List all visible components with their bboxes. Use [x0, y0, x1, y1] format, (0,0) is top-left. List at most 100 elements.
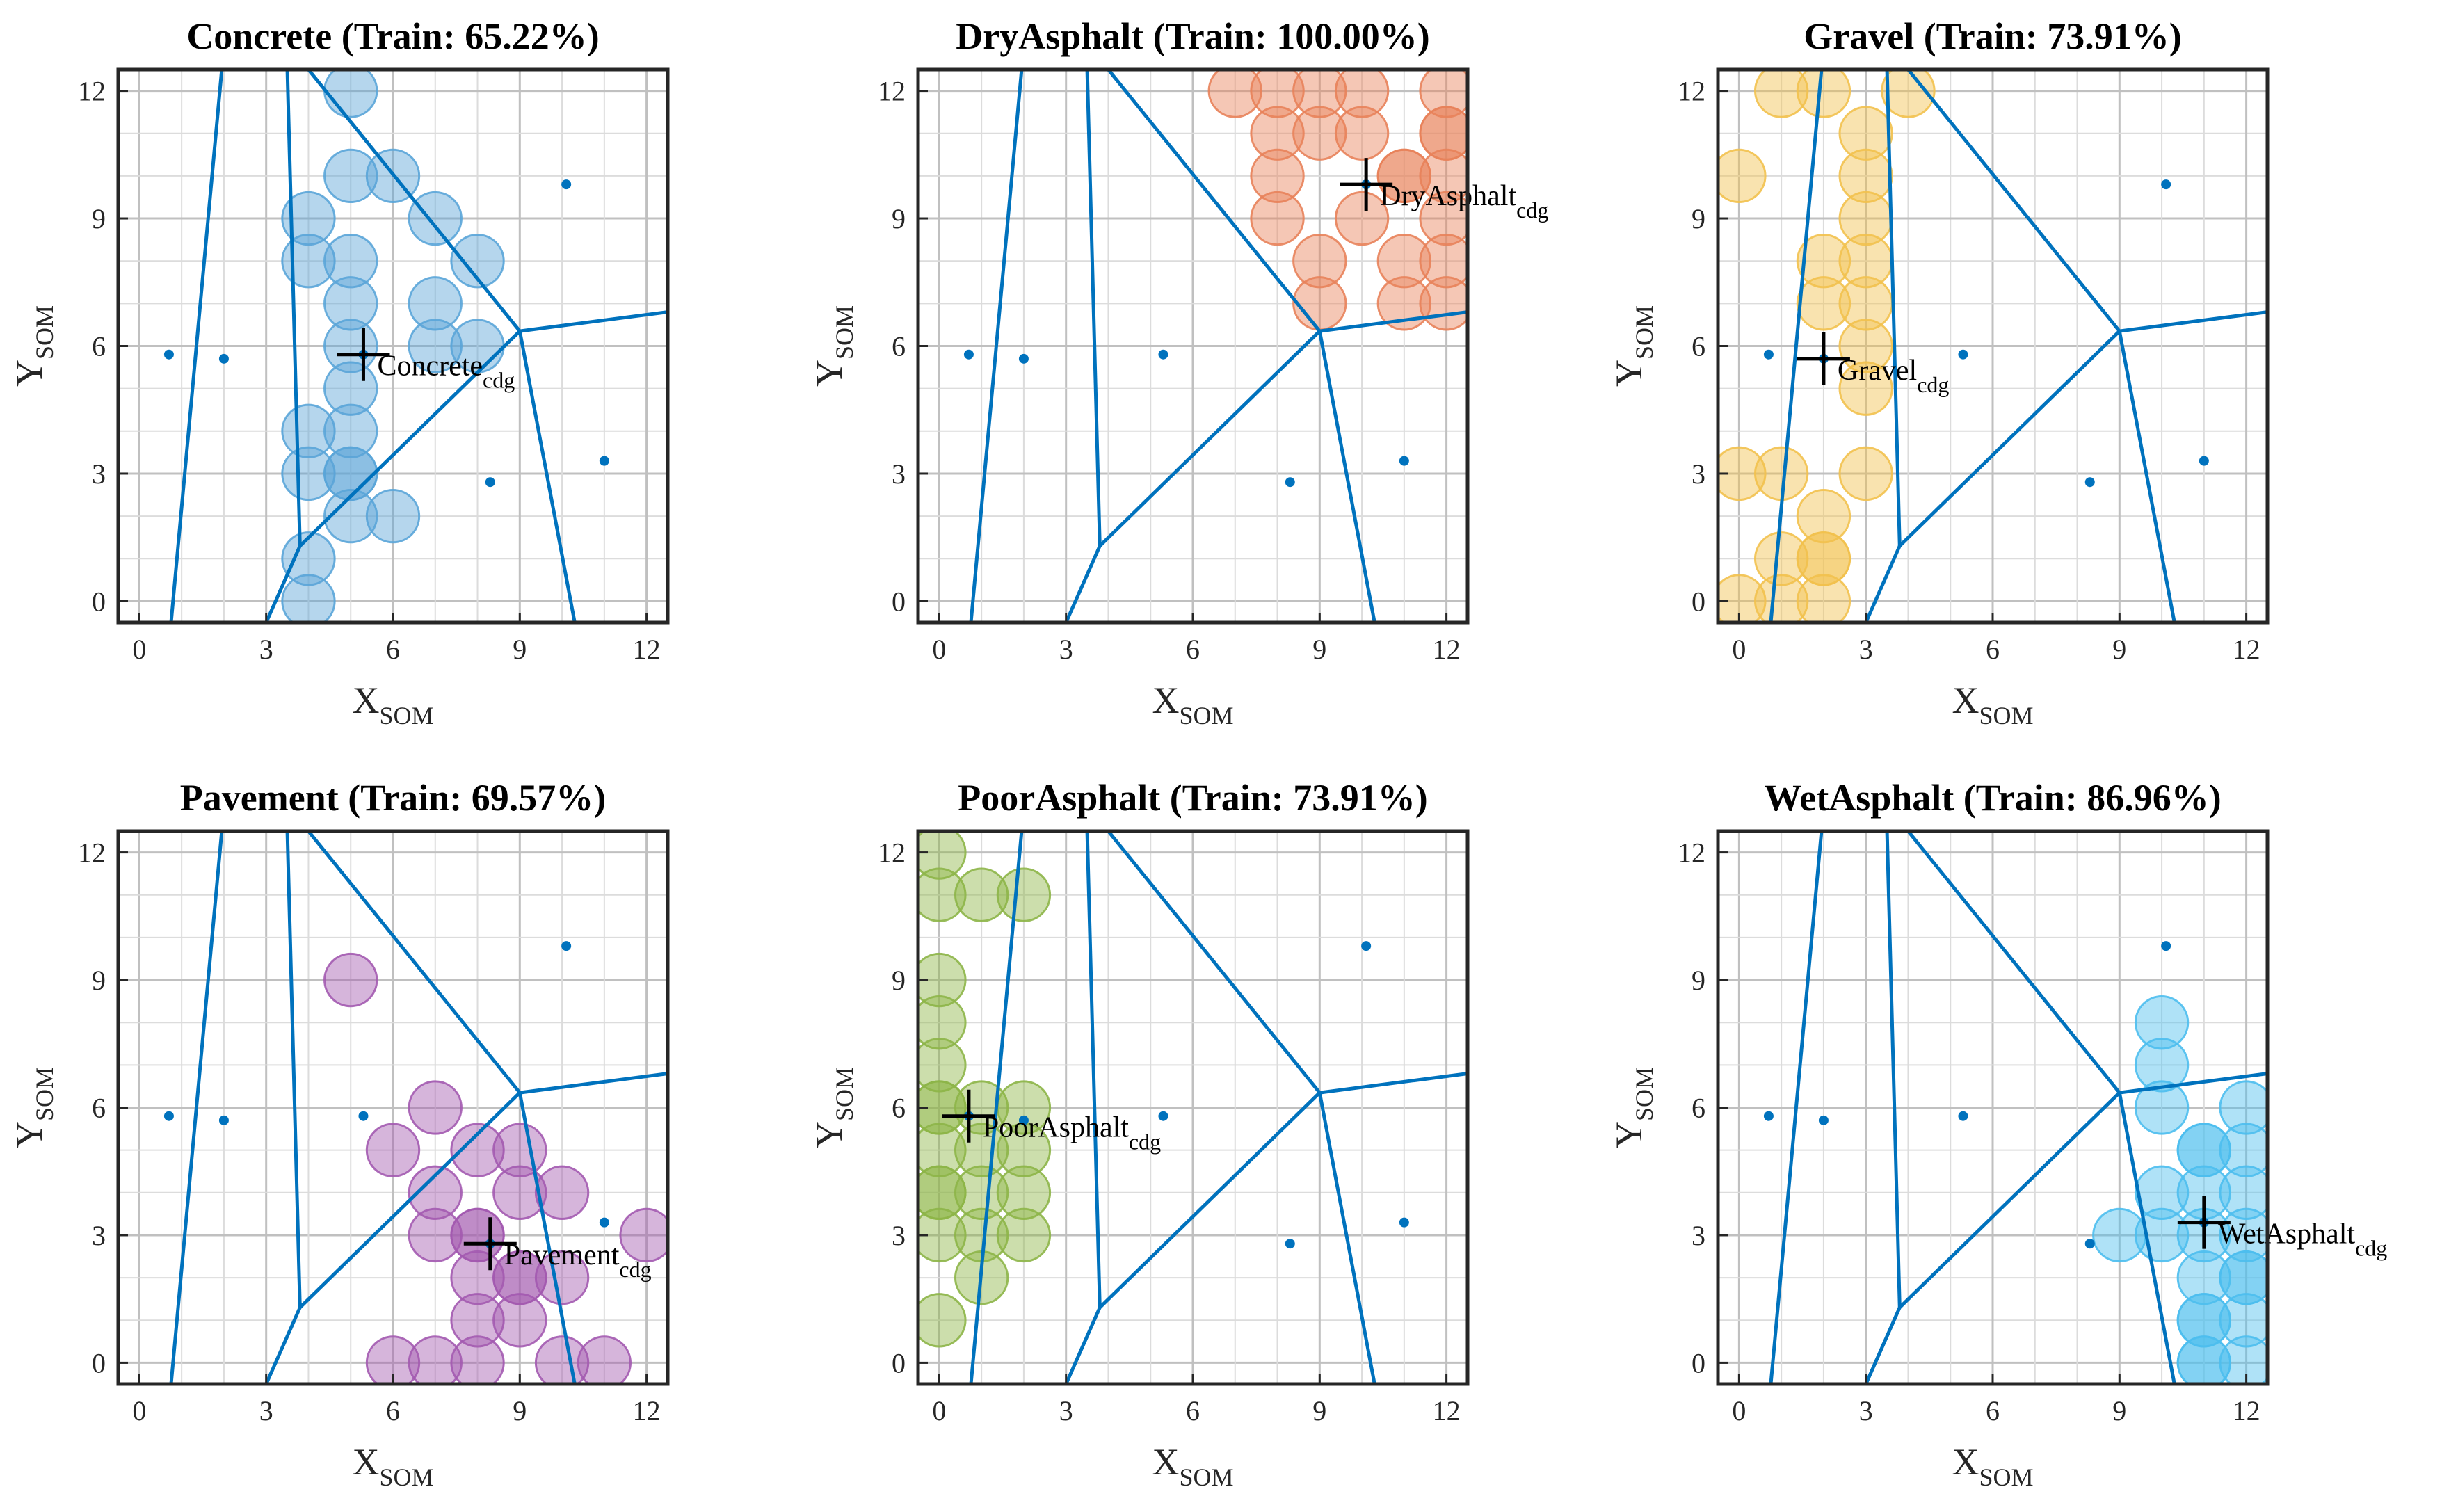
data-point	[2134, 1165, 2190, 1220]
data-point	[1753, 574, 1809, 622]
data-point	[1796, 234, 1851, 289]
data-point	[1292, 276, 1347, 331]
centroid-label-sub: cdg	[1129, 1129, 1161, 1155]
x-tick-label: 3	[1859, 1395, 1873, 1426]
centroid-label-name: Gravel	[1838, 355, 1917, 387]
centroid-label: Pavementcdg	[504, 1239, 652, 1282]
data-point	[954, 867, 1009, 922]
centroid-label: Gravelcdg	[1838, 355, 1949, 397]
voronoi-edge	[1898, 1091, 2121, 1309]
y-tick-label: 12	[78, 76, 106, 107]
y-tick-label: 6	[892, 331, 906, 362]
y-tick-label: 3	[92, 1220, 106, 1251]
data-point	[1376, 276, 1432, 331]
x-tick-label: 12	[1433, 634, 1461, 665]
x-tick-label: 6	[386, 1395, 400, 1426]
prototype-dot	[2161, 941, 2171, 951]
prototype-dot	[963, 349, 974, 360]
voronoi-edge	[1064, 545, 1102, 622]
centroid-label-sub: cdg	[1917, 372, 1949, 397]
y-tick-label: 12	[878, 837, 906, 869]
y-tick-label: 12	[78, 837, 106, 869]
voronoi-edge	[169, 70, 224, 622]
y-tick-label: 9	[92, 965, 106, 996]
data-point	[450, 1293, 505, 1348]
data-point	[918, 995, 967, 1050]
voronoi-edge	[1885, 70, 1902, 546]
data-point	[2176, 1335, 2232, 1384]
data-point	[918, 1207, 967, 1263]
voronoi-edge	[1085, 831, 1102, 1308]
prototype-dot	[2084, 477, 2095, 488]
prototype-dot	[1158, 1111, 1168, 1121]
data-point	[323, 148, 378, 204]
y-axis-label: YSOM	[8, 1067, 58, 1148]
data-point	[281, 191, 336, 246]
data-point	[534, 1165, 590, 1220]
data-point	[1419, 276, 1468, 331]
data-point	[365, 1335, 421, 1384]
plot-content	[918, 831, 1468, 1384]
y-tick-label: 0	[892, 586, 906, 617]
data-point	[1250, 191, 1305, 246]
data-point	[996, 1165, 1052, 1220]
data-point	[2134, 1080, 2190, 1135]
prototype-dot	[218, 1115, 229, 1125]
data-point	[1419, 191, 1468, 246]
data-point	[2176, 1123, 2232, 1177]
data-point	[365, 1123, 421, 1177]
data-point	[281, 234, 336, 289]
data-point	[1881, 70, 1936, 118]
prototype-dot	[163, 1111, 174, 1121]
voronoi-edge	[1769, 70, 1824, 622]
y-tick-label: 3	[1692, 1220, 1705, 1251]
data-point	[2134, 995, 2190, 1050]
data-point	[450, 234, 505, 289]
centroid-label-name: WetAsphalt	[2218, 1219, 2356, 1250]
x-tick-label: 9	[513, 634, 527, 665]
voronoi-edge	[2117, 330, 2176, 622]
data-point	[954, 1165, 1009, 1220]
centroid-label: DryAsphaltcdg	[1380, 180, 1548, 223]
data-point	[1207, 70, 1262, 118]
data-point	[2219, 1250, 2267, 1305]
voronoi-edge	[1064, 1306, 1102, 1384]
y-tick-label: 12	[1678, 837, 1705, 869]
voronoi-edge	[1906, 70, 2121, 332]
x-tick-label: 12	[633, 634, 661, 665]
x-tick-label: 12	[1433, 1395, 1461, 1426]
x-tick-label: 9	[513, 1395, 527, 1426]
x-tick-label: 12	[2233, 1395, 2260, 1426]
voronoi-edge	[1898, 330, 2121, 547]
centroid-label-sub: cdg	[619, 1257, 651, 1282]
voronoi-edge	[2119, 310, 2267, 333]
data-point	[2219, 1165, 2267, 1220]
data-point	[1796, 276, 1851, 331]
chart-panel-wetasphalt: WetAsphaltcdg 0 3 6 9 12 0 3 6 9 12 WetAsphalt (Tra…	[1608, 777, 2387, 1491]
plot-content	[1763, 831, 2267, 1384]
centroid-label-name: DryAsphalt	[1380, 180, 1516, 212]
voronoi-edge	[1769, 831, 1824, 1384]
plot-content	[963, 70, 1468, 622]
data-point	[1419, 234, 1468, 289]
data-point	[1718, 574, 1767, 622]
data-point	[918, 1165, 967, 1220]
y-axis-label: YSOM	[1608, 1067, 1658, 1148]
x-tick-label: 3	[1059, 1395, 1073, 1426]
data-point	[918, 831, 967, 880]
prototype-dot	[599, 1217, 609, 1228]
y-axis-label: YSOM	[1608, 305, 1658, 387]
y-tick-label: 3	[92, 458, 106, 490]
data-point	[577, 1335, 632, 1384]
data-point	[918, 952, 967, 1008]
y-tick-label: 9	[92, 203, 106, 234]
data-point	[918, 1038, 967, 1093]
x-tick-label: 6	[1986, 1395, 2000, 1426]
voronoi-edge	[264, 1306, 302, 1384]
data-point	[408, 1207, 463, 1263]
x-tick-label: 3	[259, 1395, 273, 1426]
centroid-label-sub: cdg	[1516, 198, 1548, 223]
prototype-dot	[1158, 349, 1168, 360]
data-point	[1796, 70, 1851, 118]
voronoi-edge	[298, 1091, 522, 1309]
